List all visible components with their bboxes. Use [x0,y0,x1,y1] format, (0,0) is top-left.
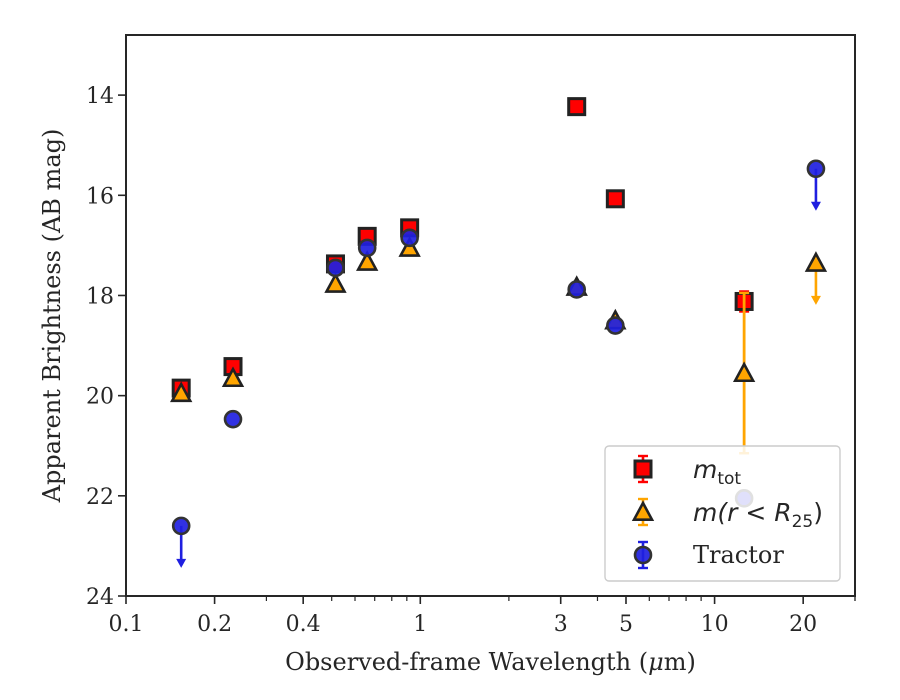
legend-label-1: m(r < R25) [693,498,823,532]
series-2-point-6 [606,316,625,335]
series-1 [170,236,828,455]
x-tick-label: 0.1 [109,612,144,637]
plot-frame [125,34,856,597]
x-tick-label: 10 [701,612,729,637]
series-0-point-5 [567,97,587,117]
series-2-point-3 [357,238,377,258]
x-tick-label: 5 [619,612,633,637]
legend-marker-2 [633,545,653,565]
y-tick-label: 20 [86,385,114,410]
series-2-point-1 [223,409,243,429]
y-axis-label: Apparent Brightness (AB mag) [38,129,66,504]
y-tick-label: 14 [86,84,114,109]
series-1-point-8 [804,251,828,272]
x-axis-label: Observed-frame Wavelength (μm) [285,648,696,676]
y-tick-label: 22 [86,485,114,510]
x-tick-label: 3 [554,612,568,637]
series-1-point-4 [398,236,421,257]
y-tick-label: 18 [86,284,114,309]
x-tick-label: 20 [789,612,817,637]
series-1-point-2 [324,272,347,293]
series-1-point-1 [221,366,245,388]
legend-marker-1 [631,500,655,521]
x-tick-label: 1 [413,612,427,637]
series-2-point-0 [171,516,191,536]
legend-box [604,445,841,582]
series-0 [171,97,754,398]
series-2-point-0-upper-limit-arrow-head [176,558,187,568]
series-1-point-7 [732,361,756,383]
series-2-point-8-upper-limit-arrow-head [810,201,821,211]
x-tick-label: 0.4 [286,612,321,637]
legend-label-0: mtot [693,455,741,489]
legend-label-2: Tractor [693,541,784,569]
series-0-point-6 [605,189,625,209]
legend-marker-0 [633,459,653,479]
axis-layer: 0.1 0.2 0.4 1 3 5 10 20 14 16 18 20 22 24 Observed-fra… [38,34,856,676]
series-2-point-4 [400,228,419,248]
x-tick-label: 0.2 [197,612,232,637]
series-1-point-3 [356,250,379,271]
series-2-point-8 [806,159,826,179]
y-tick-label: 16 [86,184,114,209]
legend: mtot m(r < R25) Tractor [604,445,841,582]
series-2-point-2 [326,258,345,278]
series-2-point-5 [567,280,587,299]
series-1-point-8-upper-limit-arrow-head [810,295,821,305]
series-1-point-0 [170,381,193,403]
y-tick-label: 24 [86,585,114,610]
